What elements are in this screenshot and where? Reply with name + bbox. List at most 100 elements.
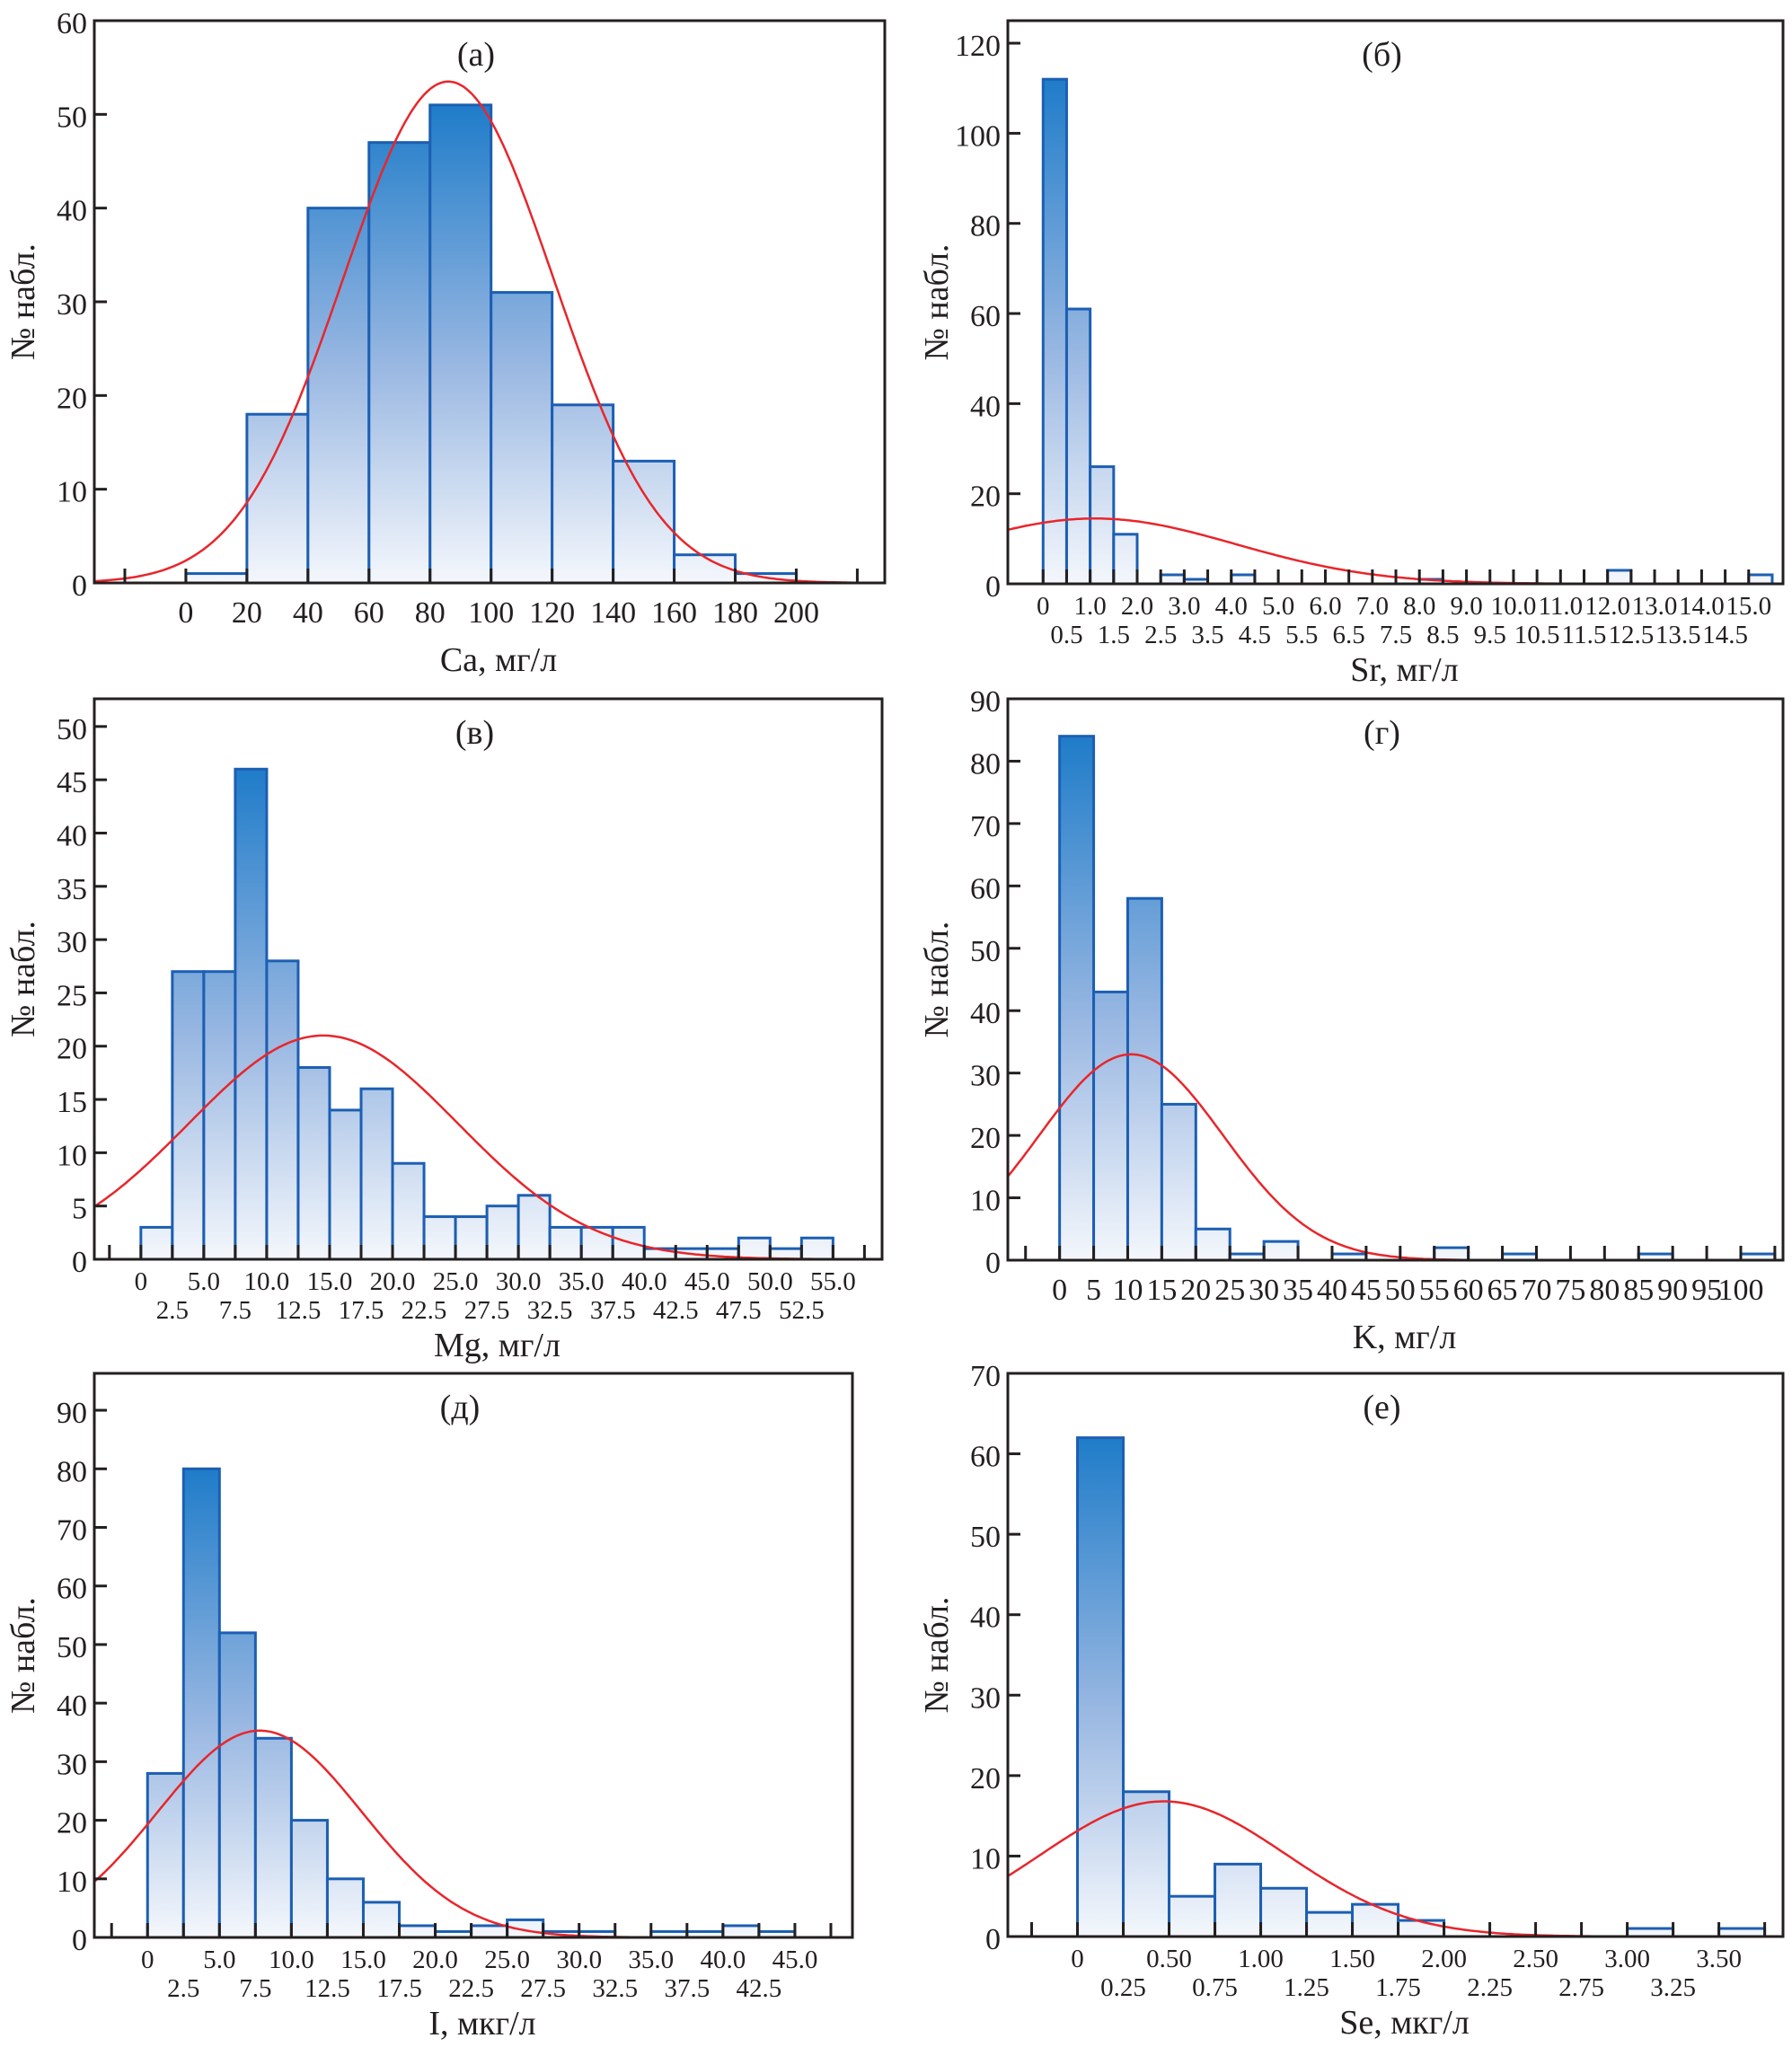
x-tick-label: 40.0 xyxy=(622,1267,667,1296)
x-tick-label: 180 xyxy=(712,596,758,630)
x-tick-label: 0.75 xyxy=(1192,1973,1238,2002)
x-tick-label: 40 xyxy=(1317,1274,1347,1307)
x-tick-label: 30.0 xyxy=(496,1267,542,1296)
x-tick-label: 0 xyxy=(1037,592,1050,621)
x-tick-label: 0 xyxy=(178,596,193,630)
y-tick-label: 60 xyxy=(970,1441,1001,1474)
panel-a: 0 10 20 30 40 50 60 0 20 40 60 80 100 120 140 160 180 200… xyxy=(4,7,887,679)
histogram-bar xyxy=(799,1236,834,1261)
y-tick-label: 60 xyxy=(57,7,87,40)
x-tick-label: 40 xyxy=(293,596,323,630)
histogram-bar xyxy=(1041,77,1068,586)
y-axis-title: № набл. xyxy=(4,1597,42,1714)
y-axis-title: № набл. xyxy=(4,921,42,1037)
histogram-bar xyxy=(551,403,615,585)
x-tick-label: 32.5 xyxy=(592,1974,638,2003)
y-tick-label: 10 xyxy=(57,476,87,509)
x-tick-label: 50 xyxy=(1385,1274,1416,1307)
x-tick-label: 2.0 xyxy=(1121,592,1153,621)
x-tick-label: 30.0 xyxy=(556,1946,602,1974)
x-tick-label: 5.5 xyxy=(1285,621,1318,649)
x-tick-label: 0.5 xyxy=(1050,621,1082,649)
y-tick-label: 30 xyxy=(970,1060,1001,1093)
x-tick-label: 1.00 xyxy=(1238,1945,1284,1973)
x-tick-label: 5.0 xyxy=(188,1267,220,1296)
y-tick-label: 60 xyxy=(970,300,1001,333)
x-tick-label: 11.5 xyxy=(1562,621,1607,649)
y-tick-label: 70 xyxy=(57,1514,87,1548)
x-axis-title: K, мг/л xyxy=(1353,1319,1457,1356)
y-axis-title: № набл. xyxy=(918,922,956,1038)
y-tick-label: 40 xyxy=(57,1690,87,1723)
x-tick-label: 30 xyxy=(1249,1274,1279,1307)
y-tick-label: 20 xyxy=(57,1807,87,1840)
x-tick-label: 3.00 xyxy=(1604,1945,1650,1973)
histogram-bar xyxy=(234,767,269,1261)
histogram-bar xyxy=(1259,1886,1309,1938)
x-tick-label: 7.5 xyxy=(1380,621,1412,649)
histogram-bar xyxy=(171,970,206,1261)
y-tick-label: 5 xyxy=(72,1193,87,1226)
histogram-bar xyxy=(1092,990,1129,1262)
y-tick-label: 30 xyxy=(57,288,87,322)
y-axis-title: № набл. xyxy=(918,244,956,361)
x-tick-label: 5.0 xyxy=(1262,592,1294,621)
x-tick-label: 22.5 xyxy=(402,1296,447,1325)
histogram-bar xyxy=(361,1901,402,1939)
x-tick-label: 60 xyxy=(354,596,384,630)
y-tick-label: 0 xyxy=(985,1247,1001,1280)
x-tick-label: 55 xyxy=(1419,1274,1450,1307)
histogram-bar xyxy=(611,1225,646,1261)
histogram-bar xyxy=(265,959,300,1261)
x-tick-label: 140 xyxy=(590,596,636,630)
x-tick-label: 25.0 xyxy=(433,1267,479,1296)
x-tick-label: 40.0 xyxy=(700,1946,746,1974)
y-tick-label: 0 xyxy=(72,569,87,603)
y-tick-label: 20 xyxy=(970,481,1001,514)
x-tick-label: 15.0 xyxy=(340,1946,386,1974)
histogram-bar xyxy=(289,1819,329,1939)
y-tick-label: 40 xyxy=(970,390,1001,423)
x-tick-label: 6.5 xyxy=(1333,621,1365,649)
y-tick-label: 20 xyxy=(57,1033,87,1066)
y-tick-label: 50 xyxy=(57,101,87,134)
y-tick-label: 80 xyxy=(970,210,1001,243)
x-tick-label: 2.25 xyxy=(1467,1973,1513,2002)
histogram-bar xyxy=(306,207,371,585)
x-tick-label: 100 xyxy=(468,596,514,630)
x-tick-label: 9.5 xyxy=(1474,621,1506,649)
plot-frame xyxy=(1006,19,1785,586)
histogram-bar xyxy=(1168,1894,1217,1938)
normal-fit-curve xyxy=(93,1034,882,1261)
x-tick-label: 35.0 xyxy=(559,1267,605,1296)
histogram-bar xyxy=(146,1771,185,1939)
y-tick-label: 15 xyxy=(57,1086,87,1119)
x-tick-label: 0.50 xyxy=(1146,1945,1192,1973)
histogram-bar xyxy=(1064,307,1092,586)
histogram-bar xyxy=(398,1924,437,1939)
normal-fit-curve xyxy=(93,80,885,585)
histogram-bar xyxy=(454,1215,489,1261)
x-tick-label: 80 xyxy=(1589,1274,1620,1307)
x-tick-label: 4.5 xyxy=(1239,621,1271,649)
x-tick-label: 1.50 xyxy=(1329,1945,1375,1973)
panel-label: (в) xyxy=(455,714,494,752)
x-tick-label: 2.5 xyxy=(156,1296,189,1325)
x-tick-label: 13.5 xyxy=(1655,621,1701,649)
x-tick-label: 2.00 xyxy=(1421,1945,1467,1973)
histogram-bar xyxy=(1747,573,1774,586)
panel-b: 0 20 40 60 80 100 120 0 1.0 2.0 3.0 4.0 5.0 6.0 7.0 8.0… xyxy=(918,19,1785,689)
histogram-bar xyxy=(673,553,737,585)
y-tick-label: 120 xyxy=(955,30,1001,63)
x-tick-label: 15.0 xyxy=(307,1267,353,1296)
y-tick-label: 60 xyxy=(57,1573,87,1606)
histogram-bar xyxy=(721,1924,761,1939)
y-tick-label: 90 xyxy=(970,685,1001,719)
histogram-bar xyxy=(470,1924,509,1939)
x-tick-label: 14.0 xyxy=(1679,592,1725,621)
histogram-bar xyxy=(367,141,432,585)
histogram-bar xyxy=(1433,1246,1470,1262)
histogram-bar xyxy=(296,1065,331,1261)
x-tick-label: 42.5 xyxy=(737,1974,782,2003)
x-tick-label: 10.0 xyxy=(1491,592,1537,621)
